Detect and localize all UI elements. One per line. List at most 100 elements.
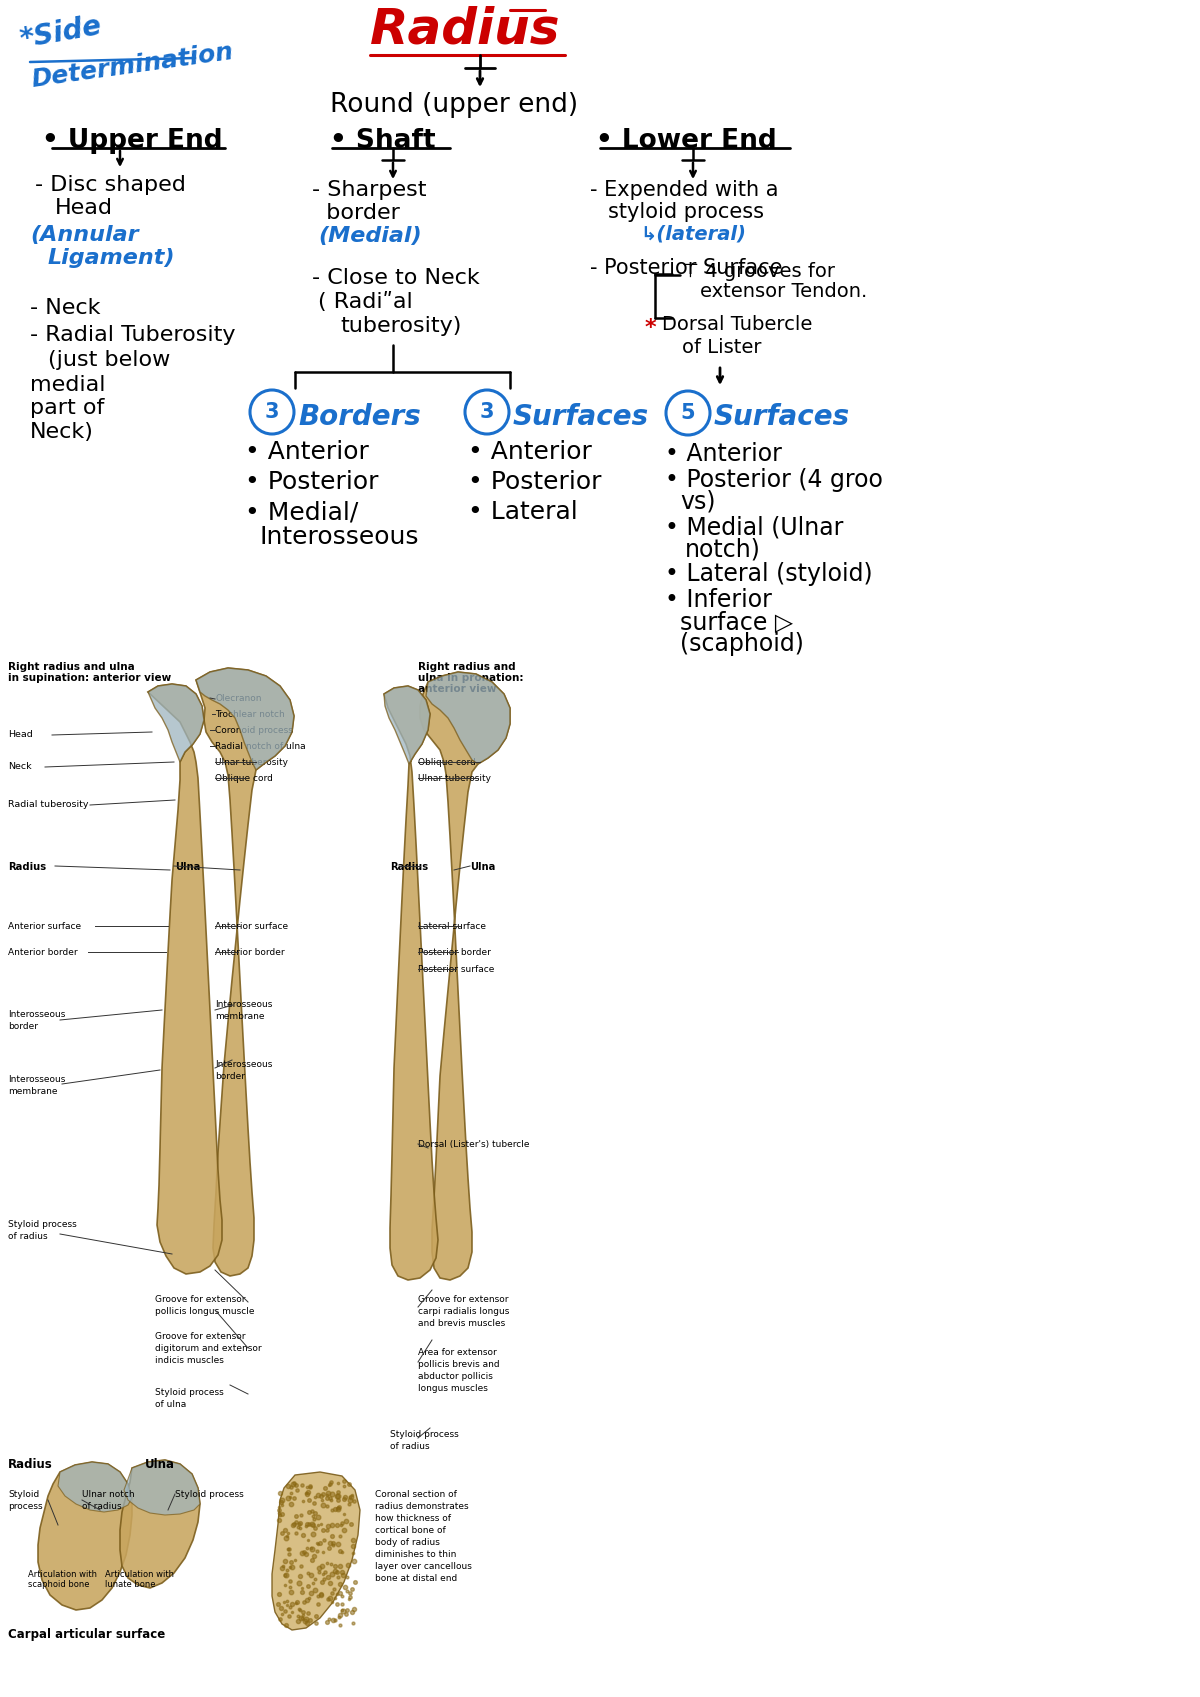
Text: anterior view: anterior view xyxy=(418,684,497,694)
Text: Surfaces: Surfaces xyxy=(514,402,649,431)
Text: • Lateral: • Lateral xyxy=(468,501,577,524)
Text: Round (upper end): Round (upper end) xyxy=(330,92,578,119)
Text: tuberosity): tuberosity) xyxy=(340,316,461,336)
Polygon shape xyxy=(420,672,510,1280)
Text: Trochlear notch: Trochlear notch xyxy=(215,709,284,720)
Text: - Posterior Surface: - Posterior Surface xyxy=(590,258,782,278)
Text: indicis muscles: indicis muscles xyxy=(155,1356,224,1364)
Text: • Posterior: • Posterior xyxy=(468,470,601,494)
Text: (Medial): (Medial) xyxy=(318,226,421,246)
Text: Articulation with: Articulation with xyxy=(106,1570,174,1578)
Text: Styloid: Styloid xyxy=(8,1490,40,1498)
Text: carpi radialis longus: carpi radialis longus xyxy=(418,1307,509,1315)
Text: • Lateral (styloid): • Lateral (styloid) xyxy=(665,562,872,585)
Text: Radial tuberosity: Radial tuberosity xyxy=(8,799,89,809)
Text: - Neck: - Neck xyxy=(30,299,101,317)
Text: Coronoid process: Coronoid process xyxy=(215,726,293,735)
Text: Posterior surface: Posterior surface xyxy=(418,966,494,974)
Text: surface ▷: surface ▷ xyxy=(680,609,793,635)
Text: Styloid process: Styloid process xyxy=(155,1388,223,1397)
Text: Carpal articular surface: Carpal articular surface xyxy=(8,1627,166,1641)
Polygon shape xyxy=(196,669,294,770)
Text: ulna in pronation:: ulna in pronation: xyxy=(418,674,523,682)
Text: • Anterior: • Anterior xyxy=(468,440,592,463)
Text: radius demonstrates: radius demonstrates xyxy=(374,1502,469,1510)
Text: of radius: of radius xyxy=(390,1442,430,1451)
Text: digitorum and extensor: digitorum and extensor xyxy=(155,1344,262,1353)
Text: Groove for extensor: Groove for extensor xyxy=(155,1295,246,1303)
Text: - Close to Neck: - Close to Neck xyxy=(312,268,480,288)
Polygon shape xyxy=(58,1463,132,1512)
Text: - Expended with a: - Expended with a xyxy=(590,180,779,200)
Text: of radius: of radius xyxy=(8,1232,48,1241)
Text: • Inferior: • Inferior xyxy=(665,587,772,613)
Text: Anterior surface: Anterior surface xyxy=(8,921,82,932)
Polygon shape xyxy=(272,1471,360,1631)
Text: Interosseous: Interosseous xyxy=(215,1061,272,1069)
Text: - Sharpest: - Sharpest xyxy=(312,180,426,200)
Text: Radial notch of ulna: Radial notch of ulna xyxy=(215,742,306,752)
Text: border: border xyxy=(312,204,400,222)
Text: Radius: Radius xyxy=(370,5,560,53)
Polygon shape xyxy=(384,686,430,764)
Text: Ulna: Ulna xyxy=(175,862,200,872)
Text: styloid process: styloid process xyxy=(608,202,764,222)
Text: • Posterior (4 groo: • Posterior (4 groo xyxy=(665,468,883,492)
Text: Anterior border: Anterior border xyxy=(215,949,284,957)
Polygon shape xyxy=(148,684,204,762)
Polygon shape xyxy=(426,672,510,764)
Text: Radius: Radius xyxy=(390,862,428,872)
Text: lunate bone: lunate bone xyxy=(106,1580,156,1588)
Text: membrane: membrane xyxy=(8,1088,58,1096)
Text: (scaphoid): (scaphoid) xyxy=(680,631,804,657)
Text: scaphoid bone: scaphoid bone xyxy=(28,1580,90,1588)
Text: 3: 3 xyxy=(265,402,280,423)
Text: of radius: of radius xyxy=(82,1502,121,1510)
Text: process: process xyxy=(8,1502,43,1510)
Text: and brevis muscles: and brevis muscles xyxy=(418,1319,505,1329)
Text: longus muscles: longus muscles xyxy=(418,1385,488,1393)
Text: Interosseous: Interosseous xyxy=(8,1074,65,1084)
Text: Articulation with: Articulation with xyxy=(28,1570,97,1578)
Text: how thickness of: how thickness of xyxy=(374,1514,451,1522)
Text: Head: Head xyxy=(8,730,32,738)
Text: Groove for extensor: Groove for extensor xyxy=(418,1295,509,1303)
Text: diminishes to thin: diminishes to thin xyxy=(374,1549,456,1560)
Text: • Shaft: • Shaft xyxy=(330,127,436,154)
Text: (Annular: (Annular xyxy=(30,226,139,244)
Text: Determination: Determination xyxy=(30,41,235,92)
Text: Ulnar tuberosity: Ulnar tuberosity xyxy=(215,759,288,767)
Text: Interosseous: Interosseous xyxy=(215,1000,272,1010)
Text: Interosseous: Interosseous xyxy=(8,1010,65,1018)
Text: Dorsal Tubercle: Dorsal Tubercle xyxy=(662,316,812,334)
Text: Anterior border: Anterior border xyxy=(8,949,78,957)
Text: Styloid process: Styloid process xyxy=(390,1431,458,1439)
Text: bone at distal end: bone at distal end xyxy=(374,1575,457,1583)
Text: pollicis longus muscle: pollicis longus muscle xyxy=(155,1307,254,1315)
Text: of ulna: of ulna xyxy=(155,1400,186,1409)
Text: membrane: membrane xyxy=(215,1011,264,1022)
Text: (just below: (just below xyxy=(48,350,170,370)
Text: Area for extensor: Area for extensor xyxy=(418,1347,497,1358)
Text: Groove for extensor: Groove for extensor xyxy=(155,1332,246,1341)
Text: Styloid process: Styloid process xyxy=(175,1490,244,1498)
Text: Borders: Borders xyxy=(298,402,421,431)
Text: Lateral surface: Lateral surface xyxy=(418,921,486,932)
Text: *Side: *Side xyxy=(18,12,104,54)
Text: • Anterior: • Anterior xyxy=(665,441,782,467)
Text: Ligament): Ligament) xyxy=(48,248,175,268)
Text: Right radius and: Right radius and xyxy=(418,662,516,672)
Text: layer over cancellous: layer over cancellous xyxy=(374,1561,472,1571)
Text: medial: medial xyxy=(30,375,106,395)
Text: Neck): Neck) xyxy=(30,423,94,441)
Text: • Posterior: • Posterior xyxy=(245,470,378,494)
Text: vs): vs) xyxy=(680,490,715,514)
Text: Ulnar notch: Ulnar notch xyxy=(82,1490,134,1498)
Text: Coronal section of: Coronal section of xyxy=(374,1490,457,1498)
Text: border: border xyxy=(215,1073,245,1081)
Text: • Upper End: • Upper End xyxy=(42,127,223,154)
Text: cortical bone of: cortical bone of xyxy=(374,1526,445,1536)
Text: Olecranon: Olecranon xyxy=(215,694,262,703)
Polygon shape xyxy=(120,1459,200,1588)
Polygon shape xyxy=(38,1463,132,1610)
